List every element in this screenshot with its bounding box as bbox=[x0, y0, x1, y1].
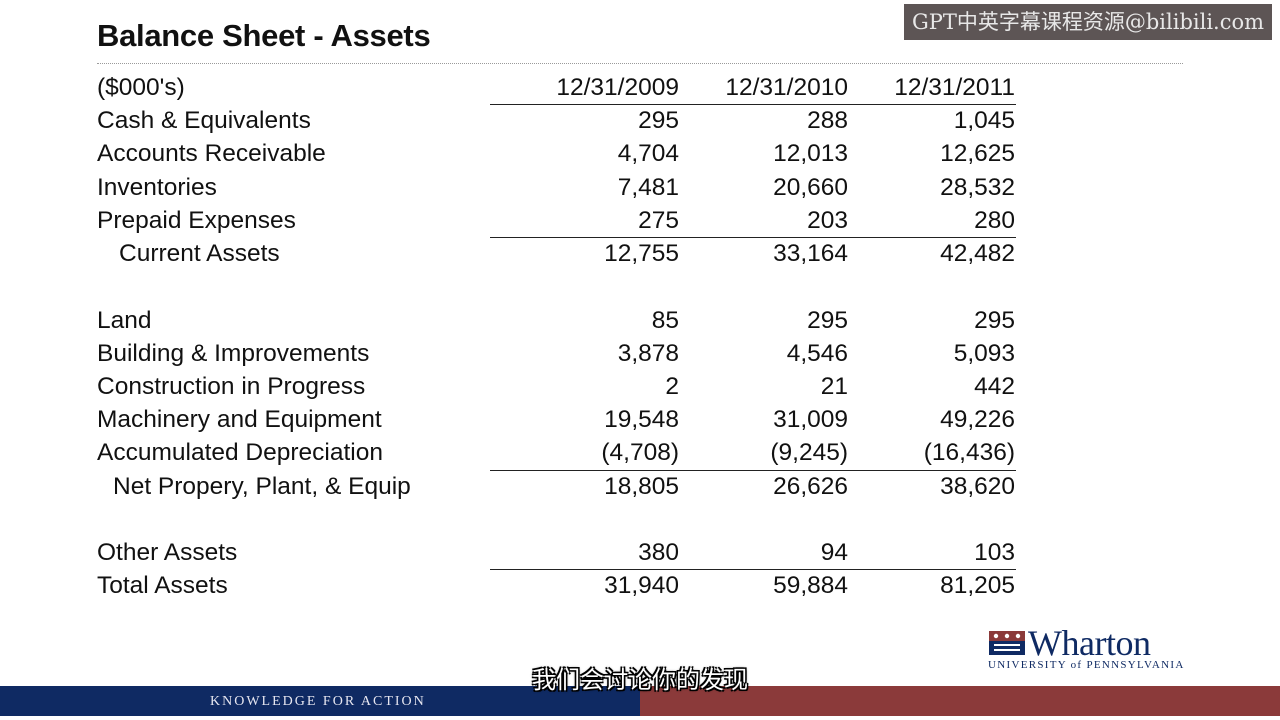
logo-wordmark: Wharton bbox=[1028, 623, 1151, 663]
row-value: 21 bbox=[820, 373, 848, 400]
row-label: Accounts Receivable bbox=[97, 140, 326, 168]
row-value: 31,940 bbox=[604, 572, 679, 600]
row-value: 4,704 bbox=[617, 140, 679, 168]
row-value: 295 bbox=[638, 107, 679, 135]
row-value: 1,045 bbox=[953, 107, 1015, 135]
slide-title: Balance Sheet - Assets bbox=[97, 18, 431, 53]
row-label: Cash & Equivalents bbox=[97, 107, 311, 135]
row-value: 103 bbox=[974, 539, 1015, 567]
row-label: Net Propery, Plant, & Equip bbox=[113, 472, 411, 500]
units-label: ($000's) bbox=[97, 74, 185, 101]
footer-bar-red bbox=[640, 686, 1280, 716]
footer-bar-blue bbox=[0, 686, 640, 716]
row-value: 442 bbox=[974, 373, 1015, 400]
row-label: Building & Improvements bbox=[97, 339, 370, 367]
column-header: 12/31/2011 bbox=[894, 74, 1015, 101]
row-value: (16,436) bbox=[923, 439, 1015, 467]
title-divider bbox=[97, 63, 1183, 64]
row-value: 81,205 bbox=[940, 572, 1015, 600]
row-value: 295 bbox=[807, 306, 848, 334]
row-value: 85 bbox=[651, 306, 679, 334]
row-value: 33,164 bbox=[773, 239, 848, 267]
row-value: 59,884 bbox=[773, 572, 848, 600]
row-label: Other Assets bbox=[97, 539, 238, 567]
row-value: 3,878 bbox=[617, 339, 679, 367]
row-label: Accumulated Depreciation bbox=[97, 439, 383, 467]
row-value: 20,660 bbox=[773, 173, 848, 201]
row-value: 275 bbox=[638, 206, 679, 234]
footer-tagline: KNOWLEDGE FOR ACTION bbox=[210, 694, 426, 709]
watermark-banner: GPT中英字幕课程资源@bilibili.com bbox=[904, 4, 1272, 40]
row-value: 38,620 bbox=[940, 472, 1015, 500]
row-value: 12,755 bbox=[604, 239, 679, 267]
row-value: 42,482 bbox=[940, 239, 1015, 267]
row-value: 295 bbox=[974, 306, 1015, 334]
row-label: Current Assets bbox=[119, 239, 280, 267]
row-value: 12,625 bbox=[940, 140, 1015, 168]
row-value: (4,708) bbox=[601, 439, 679, 467]
wharton-shield-icon bbox=[989, 631, 1025, 655]
row-value: 49,226 bbox=[940, 406, 1015, 434]
row-value: 2 bbox=[665, 373, 679, 400]
row-value: 280 bbox=[974, 206, 1015, 234]
column-header: 12/31/2010 bbox=[725, 74, 848, 101]
row-label: Construction in Progress bbox=[97, 373, 366, 400]
row-value: 5,093 bbox=[953, 339, 1015, 367]
row-value: 19,548 bbox=[604, 406, 679, 434]
row-value: 288 bbox=[807, 107, 848, 135]
row-value: 4,546 bbox=[786, 339, 848, 367]
row-value: 7,481 bbox=[617, 173, 679, 201]
wharton-logo: Wharton UNIVERSITY of PENNSYLVANIA bbox=[988, 623, 1193, 672]
row-value: 94 bbox=[820, 539, 848, 567]
video-subtitle: 我们会讨论你的发现 bbox=[532, 666, 748, 694]
row-value: 380 bbox=[638, 539, 679, 567]
row-value: 31,009 bbox=[773, 406, 848, 434]
row-value: 26,626 bbox=[773, 472, 848, 500]
logo-subtitle: UNIVERSITY of PENNSYLVANIA bbox=[988, 659, 1185, 671]
row-label: Inventories bbox=[97, 173, 217, 201]
row-value: 12,013 bbox=[773, 140, 848, 168]
row-value: 203 bbox=[807, 206, 848, 234]
row-label: Machinery and Equipment bbox=[97, 406, 382, 434]
row-value: (9,245) bbox=[770, 439, 848, 467]
row-label: Prepaid Expenses bbox=[97, 206, 296, 234]
column-header: 12/31/2009 bbox=[556, 74, 679, 101]
row-value: 28,532 bbox=[940, 173, 1015, 201]
row-label: Land bbox=[97, 306, 152, 334]
row-value: 18,805 bbox=[604, 472, 679, 500]
row-label: Total Assets bbox=[97, 572, 228, 600]
